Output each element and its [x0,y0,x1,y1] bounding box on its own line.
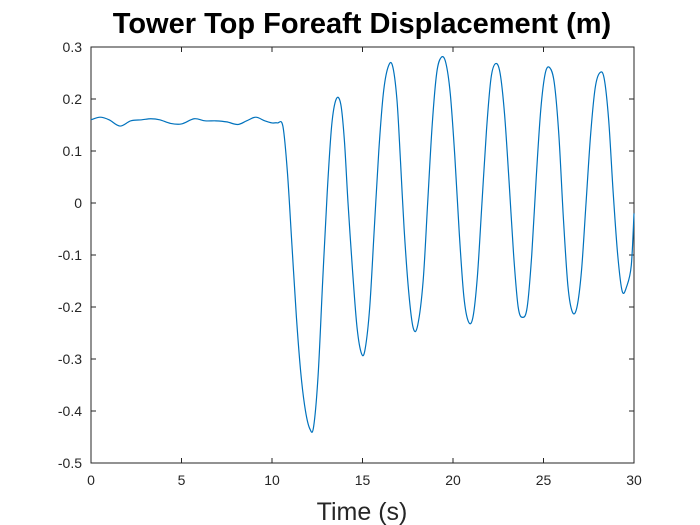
y-axis-ticks: 0.3 0.2 0.1 0 -0.1 -0.2 -0.3 -0.4 -0.5 [58,39,634,471]
y-tick-label: -0.1 [58,247,82,263]
x-tick-label: 10 [264,472,280,488]
y-tick-label: 0.1 [63,143,83,159]
y-tick-label: -0.5 [58,455,82,471]
plot-area [90,46,635,464]
y-tick-label: 0.3 [63,39,83,55]
y-tick-label: -0.3 [58,351,82,367]
y-tick-label: 0.2 [63,91,83,107]
y-tick-label: -0.2 [58,299,82,315]
x-tick-label: 15 [355,472,371,488]
x-tick-label: 5 [178,472,186,488]
x-axis-label: Time (s) [317,498,408,525]
x-tick-label: 25 [536,472,552,488]
series-line [90,56,635,433]
y-tick-label: -0.4 [58,403,82,419]
chart-title: Tower Top Foreaft Displacement (m) [113,8,611,40]
x-tick-label: 20 [445,472,461,488]
x-tick-label: 0 [87,472,95,488]
x-axis-ticks: 0 5 10 15 20 25 30 [87,47,642,488]
y-tick-label: 0 [74,195,82,211]
x-tick-label: 30 [626,472,642,488]
